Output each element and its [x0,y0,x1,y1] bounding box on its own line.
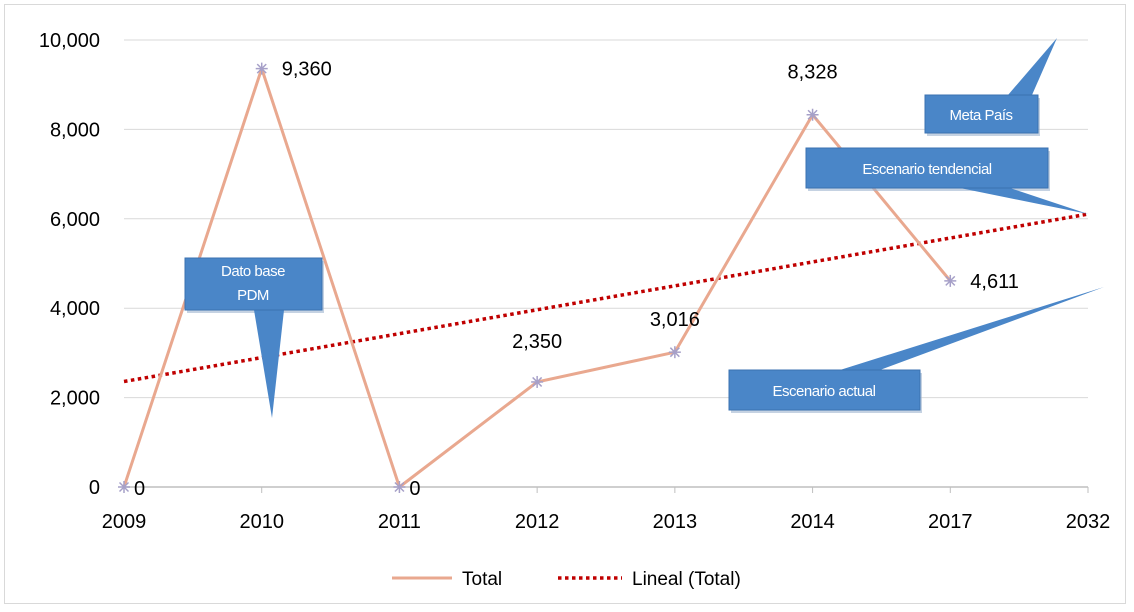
callout-text: Dato base [221,263,285,280]
data-label: 2,350 [512,331,562,353]
x-axis [123,486,1089,493]
legend-item-total: Total [392,569,502,590]
callout-meta-pais: Meta País [924,38,1057,136]
x-tick-label: 2032 [1066,511,1111,533]
x-tick-label: 2014 [790,511,835,533]
data-label: 9,360 [282,59,332,81]
callout-text: PDM [237,287,269,304]
legend: Total Lineal (Total) [392,569,741,590]
legend-label: Total [462,569,502,590]
x-tick-label: 2010 [239,511,284,533]
data-point-marker [806,108,819,121]
data-label: 0 [134,478,145,500]
x-tick-label: 2011 [378,511,421,533]
trendline [123,212,1089,384]
data-label: 4,611 [970,271,1019,293]
x-axis-ticks: 2009 2010 2011 2012 2013 2014 2017 2032 [102,511,1111,533]
y-tick-label: 6,000 [50,209,100,231]
data-point-marker [118,481,130,493]
y-axis-ticks: 0 2,000 4,000 6,000 8,000 10,000 [39,30,100,499]
y-tick-label: 0 [89,477,100,499]
y-tick-label: 10,000 [39,30,100,52]
callout-text: Escenario actual [773,383,876,400]
data-labels: 0 9,360 0 2,350 3,016 8,328 4,611 [134,59,1019,500]
x-tick-label: 2013 [653,511,698,533]
callout-text: Escenario tendencial [862,161,991,178]
y-tick-label: 4,000 [50,298,100,320]
total-series [118,62,957,493]
legend-item-lineal: Lineal (Total) [558,569,741,590]
data-point-marker [944,274,957,287]
data-point-marker [668,346,681,359]
y-tick-label: 2,000 [50,388,100,410]
y-tick-label: 8,000 [50,119,100,141]
callout-escenario-actual: Escenario actual [728,287,1104,413]
data-point-marker [393,481,406,493]
trendline-series [123,212,1089,384]
callouts: Dato base PDM Meta País Escenario tendencia… [184,38,1104,418]
data-point-marker [255,62,268,75]
callout-dato-base: Dato base PDM [184,257,324,418]
x-tick-label: 2017 [928,511,973,533]
data-label: 0 [409,478,420,500]
callout-escenario-tendencial: Escenario tendencial [805,147,1088,214]
data-point-marker [531,375,544,388]
x-tick-label: 2012 [515,511,560,533]
callout-text: Meta País [949,107,1012,124]
data-label: 3,016 [650,309,700,331]
data-label: 8,328 [788,62,838,84]
legend-label: Lineal (Total) [632,569,741,590]
x-tick-label: 2009 [102,511,147,533]
